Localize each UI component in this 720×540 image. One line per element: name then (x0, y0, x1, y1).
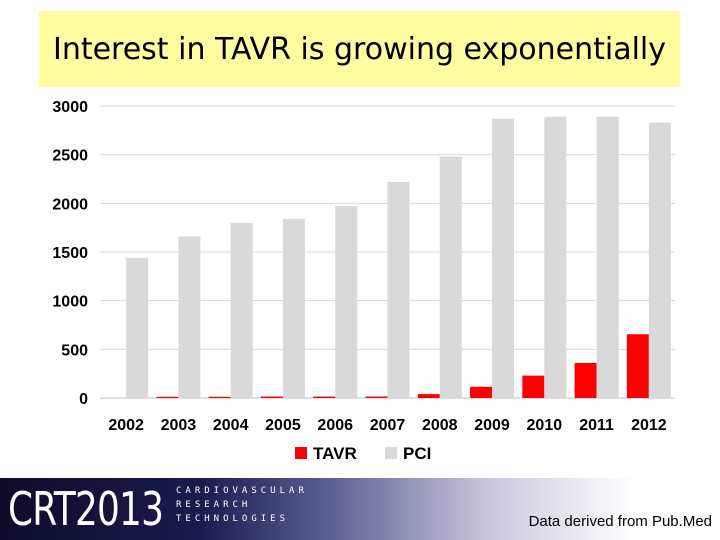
legend-label: TAVR (313, 444, 357, 463)
bar-pci (439, 156, 462, 398)
y-tick-label: 500 (61, 342, 88, 359)
bar-pci (282, 218, 305, 398)
x-tick-label: 2008 (422, 417, 458, 434)
bar-pci (230, 222, 253, 398)
slide-title: Interest in TAVR is growing exponentiall… (52, 31, 667, 67)
bar-pci (648, 122, 671, 399)
legend-swatch-tavr (295, 447, 307, 459)
source-note: Data derived from Pub.Med (528, 513, 712, 530)
slide-title-box: Interest in TAVR is growing exponentiall… (39, 11, 680, 87)
logo-sub-line: CARDIOVASCULAR (176, 486, 308, 496)
y-tick-label: 1000 (52, 294, 88, 311)
footer-banner: CRT2013 CARDIOVASCULAR RESEARCH TECHNOLO… (0, 478, 720, 540)
x-tick-label: 2010 (527, 417, 563, 434)
bar-tavr (522, 375, 545, 398)
logo-sub-line: TECHNOLOGIES (176, 514, 290, 524)
bar-tavr (313, 396, 336, 398)
y-tick-label: 0 (79, 391, 88, 408)
x-tick-label: 2003 (161, 417, 197, 434)
legend: TAVR PCI (295, 444, 431, 463)
bar-pci (335, 206, 358, 398)
bar-tavr (208, 396, 231, 398)
bars (126, 116, 671, 399)
bar-tavr (365, 396, 388, 398)
bar-tavr (260, 396, 283, 398)
y-tick-label: 3000 (52, 99, 88, 116)
x-tick-label: 2007 (370, 417, 406, 434)
y-tick-label: 2000 (52, 196, 88, 213)
logo-subtitle: CARDIOVASCULAR RESEARCH TECHNOLOGIES (176, 484, 308, 526)
bar-tavr (156, 396, 179, 398)
bar-pci (596, 116, 619, 398)
legend-label: PCI (403, 444, 431, 463)
x-tick-label: 2006 (317, 417, 353, 434)
x-tick-label: 2005 (265, 417, 301, 434)
y-tick-label: 2500 (52, 148, 88, 165)
bar-pci (492, 118, 515, 399)
bar-tavr (626, 334, 649, 398)
bar-tavr (470, 386, 493, 398)
bar-tavr (574, 362, 597, 398)
logo-main-text: CRT2013 (8, 482, 164, 536)
bar-pci (544, 116, 567, 398)
bar-tavr (417, 394, 440, 398)
x-tick-label: 2002 (108, 417, 144, 434)
y-axis-ticks: 0 500 1000 1500 2000 2500 3000 (52, 99, 88, 408)
bar-pci (126, 257, 149, 398)
x-tick-label: 2009 (474, 417, 510, 434)
x-tick-label: 2012 (631, 417, 667, 434)
bar-chart: 0 500 1000 1500 2000 2500 3000 2002 2003 2004 200… (30, 92, 690, 477)
x-tick-label: 2011 (579, 417, 614, 434)
crt-logo: CRT2013 (8, 484, 207, 534)
x-axis-ticks: 2002 2003 2004 2005 2006 2007 2008 2009 2010 2011… (108, 417, 666, 434)
legend-swatch-pci (385, 447, 397, 459)
bar-pci (387, 181, 410, 398)
x-tick-label: 2004 (213, 417, 249, 434)
logo-sub-line: RESEARCH (176, 500, 252, 510)
bar-pci (178, 236, 201, 398)
y-tick-label: 1500 (52, 245, 88, 262)
